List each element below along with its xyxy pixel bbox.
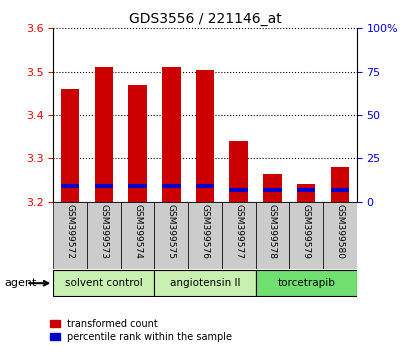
Bar [330,188,348,192]
Title: GDS3556 / 221146_at: GDS3556 / 221146_at [128,12,281,26]
Bar [61,184,79,188]
Text: agent: agent [4,278,36,288]
Text: GSM399575: GSM399575 [166,204,175,259]
Bar [128,85,146,202]
Bar [120,202,154,269]
Bar [195,69,214,202]
Bar [53,270,154,296]
Bar [255,202,289,269]
Bar [154,202,188,269]
Text: GSM399576: GSM399576 [200,204,209,259]
Bar [188,202,221,269]
Bar [87,202,120,269]
Text: GSM399574: GSM399574 [133,204,142,259]
Bar [289,202,322,269]
Bar [229,188,247,192]
Bar [221,202,255,269]
Text: GSM399573: GSM399573 [99,204,108,259]
Text: torcetrapib: torcetrapib [276,278,334,288]
Text: angiotensin II: angiotensin II [169,278,240,288]
Bar [255,270,356,296]
Bar [162,184,180,188]
Bar [128,184,146,188]
Text: GSM399579: GSM399579 [301,204,310,259]
Legend: transformed count, percentile rank within the sample: transformed count, percentile rank withi… [50,319,232,342]
Bar [322,202,356,269]
Text: GSM399572: GSM399572 [65,204,74,259]
Bar [162,67,180,202]
Bar [296,184,315,202]
Bar [154,270,255,296]
Text: GSM399580: GSM399580 [335,204,344,259]
Bar [53,202,87,269]
Bar [61,89,79,202]
Bar [263,188,281,192]
Bar [94,67,113,202]
Text: solvent control: solvent control [65,278,142,288]
Text: GSM399578: GSM399578 [267,204,276,259]
Bar [330,167,348,202]
Bar [94,184,113,188]
Text: GSM399577: GSM399577 [234,204,243,259]
Bar [263,173,281,202]
Bar [195,184,214,188]
Bar [296,188,315,192]
Bar [229,141,247,202]
